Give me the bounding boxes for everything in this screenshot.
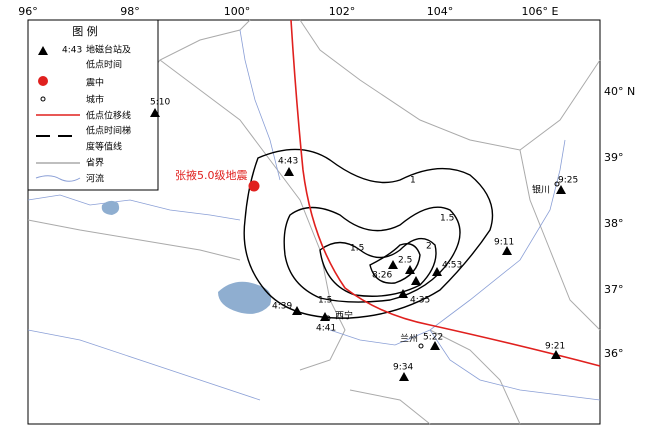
legend: 图 例 4:43 地磁台站及 低点时间 震中 城市 低点位移线 低点时间梯 度等…: [27, 19, 159, 191]
legend-text: 低点时间: [86, 59, 122, 71]
legend-box: [27, 19, 159, 191]
rivers: [27, 29, 601, 401]
city: [418, 343, 424, 349]
epicenter-label: 张掖5.0级地震: [175, 168, 248, 182]
lat-label: 38°: [604, 217, 624, 230]
lon-label: 96°: [18, 5, 38, 18]
legend-text: 城市: [86, 94, 104, 106]
station-time: 4:53: [442, 261, 462, 271]
city: [554, 181, 560, 187]
station-time: 5:10: [150, 98, 170, 108]
station: [388, 260, 398, 269]
contour-labels: 1 1.5 2 2.5 1.5 1.5: [318, 176, 454, 306]
legend-text: 河流: [86, 173, 104, 185]
legend-station: [38, 46, 48, 55]
legend-text: 地磁台站及: [86, 44, 131, 56]
legend-epicenter: [38, 76, 48, 86]
station-time: 4:39: [272, 302, 292, 312]
lon-label: 106° E: [522, 5, 559, 18]
lat-label: 39°: [604, 151, 624, 164]
city-label: 兰州: [400, 333, 418, 345]
station: [556, 185, 566, 194]
station-time: 4:43: [278, 157, 298, 167]
station-time: 4:41: [316, 324, 336, 334]
lat-label: 36°: [604, 347, 624, 360]
lake: [101, 200, 120, 215]
lat-label: 40° N: [604, 85, 635, 98]
contour-label: 1.5: [318, 296, 332, 306]
contours: [243, 148, 494, 319]
contour-label: 2.5: [398, 256, 412, 266]
axis-labels: 96° 98° 100° 102° 104° 106° E 40° N 39° …: [18, 5, 635, 360]
legend-text: 震中: [86, 77, 104, 89]
city: [325, 315, 331, 321]
contour-label: 2: [426, 242, 432, 252]
station: [292, 306, 302, 315]
station: [320, 312, 330, 321]
station: [399, 372, 409, 381]
qinghai-lake: [218, 281, 272, 314]
station: [502, 246, 512, 255]
station: [405, 265, 415, 274]
city-label: 西宁: [335, 310, 353, 322]
lon-label: 102°: [329, 5, 356, 18]
city-label: 银川: [532, 184, 550, 196]
station: [430, 341, 440, 350]
legend-text: 省界: [86, 157, 104, 169]
station-time: 5:22: [423, 333, 443, 343]
station: [411, 276, 421, 285]
lon-label: 98°: [120, 5, 140, 18]
legend-city: [40, 96, 46, 102]
legend-text: 低点时间梯: [86, 125, 131, 137]
epicenter: [248, 180, 260, 192]
stations: 5:10 4:43 9:25 9:11 8:26 4:53 4:35 4:39 4:41 5:22…: [150, 98, 578, 381]
station: [551, 350, 561, 359]
station-time: 8:26: [372, 271, 392, 281]
station-time: 9:21: [545, 342, 565, 352]
legend-river: [35, 175, 81, 182]
contour-label: 1.5: [350, 244, 364, 254]
lon-label: 100°: [224, 5, 251, 18]
station: [432, 267, 442, 276]
legend-title: 图 例: [72, 24, 98, 38]
low-point-line: [290, 19, 601, 367]
station: [398, 289, 408, 298]
lon-label: 104°: [427, 5, 454, 18]
station-time: 9:34: [393, 363, 413, 373]
legend-text: 度等值线: [86, 141, 122, 153]
lat-label: 37°: [604, 283, 624, 296]
station: [150, 108, 160, 117]
station-time: 9:11: [494, 238, 514, 248]
contour-label: 1: [410, 176, 416, 186]
station-time: 9:25: [558, 176, 578, 186]
contour-label: 1.5: [440, 214, 454, 224]
station: [284, 167, 294, 176]
station-time: 4:35: [410, 296, 430, 306]
legend-time: 4:43: [62, 46, 82, 56]
legend-text: 低点位移线: [86, 110, 131, 122]
